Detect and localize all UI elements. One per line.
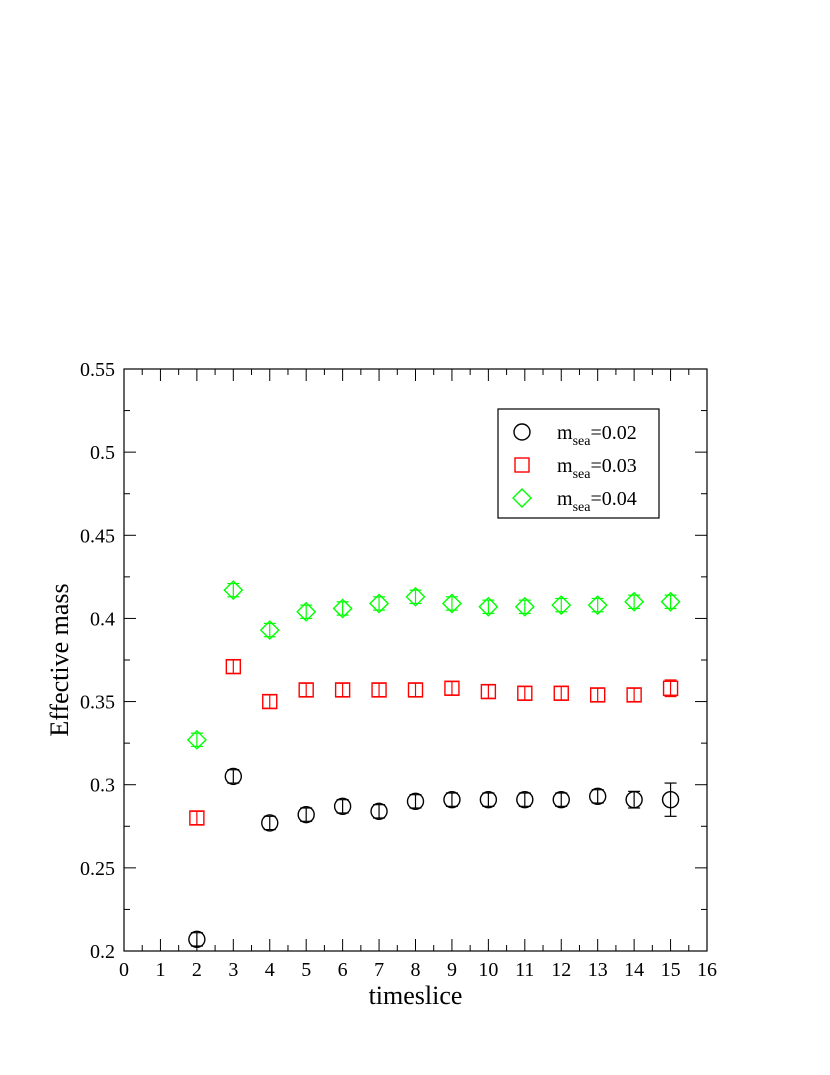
data-point-diamond bbox=[296, 601, 317, 622]
data-point-circle bbox=[333, 797, 352, 816]
x-tick-label: 5 bbox=[301, 959, 311, 981]
data-point-square bbox=[626, 687, 642, 703]
data-point-diamond bbox=[514, 596, 535, 617]
x-tick-label: 6 bbox=[338, 959, 348, 981]
data-point-diamond bbox=[551, 595, 572, 616]
data-point-square bbox=[662, 680, 679, 696]
data-point-diamond bbox=[259, 620, 280, 641]
data-point-circle bbox=[297, 805, 315, 824]
data-point-square bbox=[589, 687, 606, 703]
data-point-circle bbox=[661, 790, 680, 809]
x-tick-label: 8 bbox=[411, 959, 421, 981]
y-axis-label: Effective mass bbox=[45, 583, 74, 736]
data-point-diamond bbox=[405, 586, 426, 607]
legend: msea=0.02 msea=0.03 msea=0.04 bbox=[497, 408, 660, 519]
data-point-circle bbox=[406, 792, 425, 811]
x-tick-label: 3 bbox=[228, 959, 238, 981]
data-point-square bbox=[553, 685, 569, 701]
data-point-square bbox=[334, 682, 351, 698]
series-diamond bbox=[186, 580, 681, 750]
data-point-square bbox=[189, 810, 205, 826]
series-square bbox=[189, 658, 679, 826]
data-point-diamond bbox=[587, 595, 608, 616]
data-point-square bbox=[262, 693, 278, 710]
y-tick-label: 0.45 bbox=[80, 525, 115, 547]
x-tick-label: 9 bbox=[447, 959, 457, 981]
data-point-square bbox=[225, 658, 242, 675]
x-tick-label: 14 bbox=[624, 959, 644, 981]
data-point-circle bbox=[552, 790, 570, 809]
data-marks bbox=[186, 580, 681, 949]
plot-area-frame bbox=[123, 368, 708, 952]
legend-label: msea=0.04 bbox=[557, 488, 637, 515]
data-point-circle bbox=[261, 814, 279, 832]
data-point-square bbox=[517, 685, 533, 701]
x-tick-label: 10 bbox=[478, 959, 498, 981]
data-point-diamond bbox=[441, 593, 462, 614]
data-point-circle bbox=[588, 787, 607, 806]
data-point-diamond bbox=[660, 591, 681, 612]
y-tick-label: 0.2 bbox=[90, 941, 115, 963]
data-point-circle bbox=[224, 767, 243, 786]
y-tick-label: 0.4 bbox=[90, 608, 115, 630]
data-point-diamond bbox=[186, 729, 207, 750]
data-point-diamond bbox=[478, 596, 499, 617]
legend-box bbox=[497, 408, 660, 519]
data-point-circle bbox=[479, 790, 498, 809]
axis-tick-labels: 0 1 2 3 4 5 6 7 8 9 10 11 12 13 14 15 160.20.250.30.350.… bbox=[80, 359, 717, 981]
y-tick-label: 0.5 bbox=[90, 442, 115, 464]
data-point-square bbox=[407, 682, 424, 698]
x-tick-label: 16 bbox=[697, 959, 717, 981]
x-tick-label: 11 bbox=[515, 959, 534, 981]
data-point-square bbox=[371, 682, 387, 698]
data-point-diamond bbox=[332, 598, 353, 619]
y-tick-label: 0.25 bbox=[80, 858, 115, 880]
data-point-diamond bbox=[223, 580, 244, 601]
x-tick-label: 13 bbox=[588, 959, 608, 981]
data-point-circle bbox=[188, 930, 206, 949]
legend-label: msea=0.02 bbox=[557, 422, 637, 449]
x-tick-label: 12 bbox=[551, 959, 571, 981]
data-point-square bbox=[298, 682, 314, 698]
legend-marker-square bbox=[514, 457, 530, 473]
x-axis-label: timeslice bbox=[369, 981, 463, 1010]
data-point-circle bbox=[516, 790, 534, 809]
y-tick-label: 0.35 bbox=[80, 692, 115, 714]
x-tick-label: 1 bbox=[155, 959, 165, 981]
data-point-diamond bbox=[624, 591, 645, 612]
data-point-circle bbox=[443, 790, 461, 809]
x-tick-label: 4 bbox=[265, 959, 275, 981]
x-tick-label: 2 bbox=[192, 959, 202, 981]
data-point-square bbox=[480, 683, 497, 700]
series-circle bbox=[188, 767, 680, 949]
y-tick-label: 0.55 bbox=[80, 359, 115, 381]
legend-marker-diamond bbox=[512, 488, 532, 508]
y-tick-label: 0.3 bbox=[90, 775, 115, 797]
x-tick-label: 15 bbox=[661, 959, 681, 981]
x-tick-label: 7 bbox=[374, 959, 384, 981]
data-point-diamond bbox=[369, 593, 390, 614]
x-tick-label: 0 bbox=[119, 959, 129, 981]
data-point-square bbox=[444, 680, 460, 696]
data-point-circle bbox=[370, 802, 388, 821]
data-point-circle bbox=[625, 790, 643, 809]
legend-label: msea=0.03 bbox=[557, 455, 637, 482]
legend-marker-circle bbox=[513, 423, 531, 441]
